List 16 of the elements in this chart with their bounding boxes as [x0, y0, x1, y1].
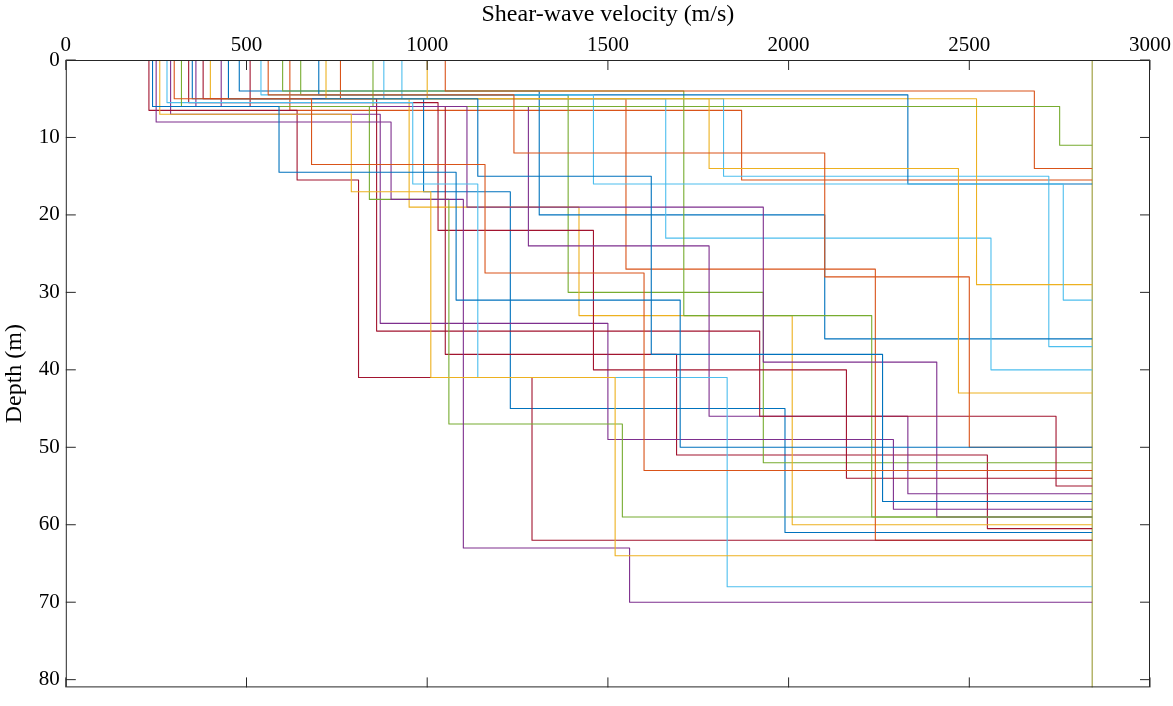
y-tick-label: 50 — [38, 433, 60, 458]
x-tick-label: 2500 — [948, 31, 991, 56]
x-tick-label: 1000 — [406, 31, 449, 56]
y-tick-label: 10 — [38, 123, 60, 148]
y-tick-label: 30 — [38, 278, 60, 303]
x-tick-label: 3000 — [1129, 31, 1171, 56]
y-axis-title: Depth (m) — [0, 324, 26, 424]
x-axis-title: Shear-wave velocity (m/s) — [481, 0, 735, 26]
x-tick-label: 2000 — [767, 31, 810, 56]
y-tick-label: 70 — [38, 588, 60, 613]
y-tick-label: 40 — [38, 356, 60, 381]
y-tick-label: 20 — [38, 201, 60, 226]
x-tick-label: 1500 — [586, 31, 629, 56]
y-tick-label: 60 — [38, 511, 60, 536]
x-tick-label: 500 — [230, 31, 263, 56]
y-tick-label: 80 — [38, 666, 60, 691]
